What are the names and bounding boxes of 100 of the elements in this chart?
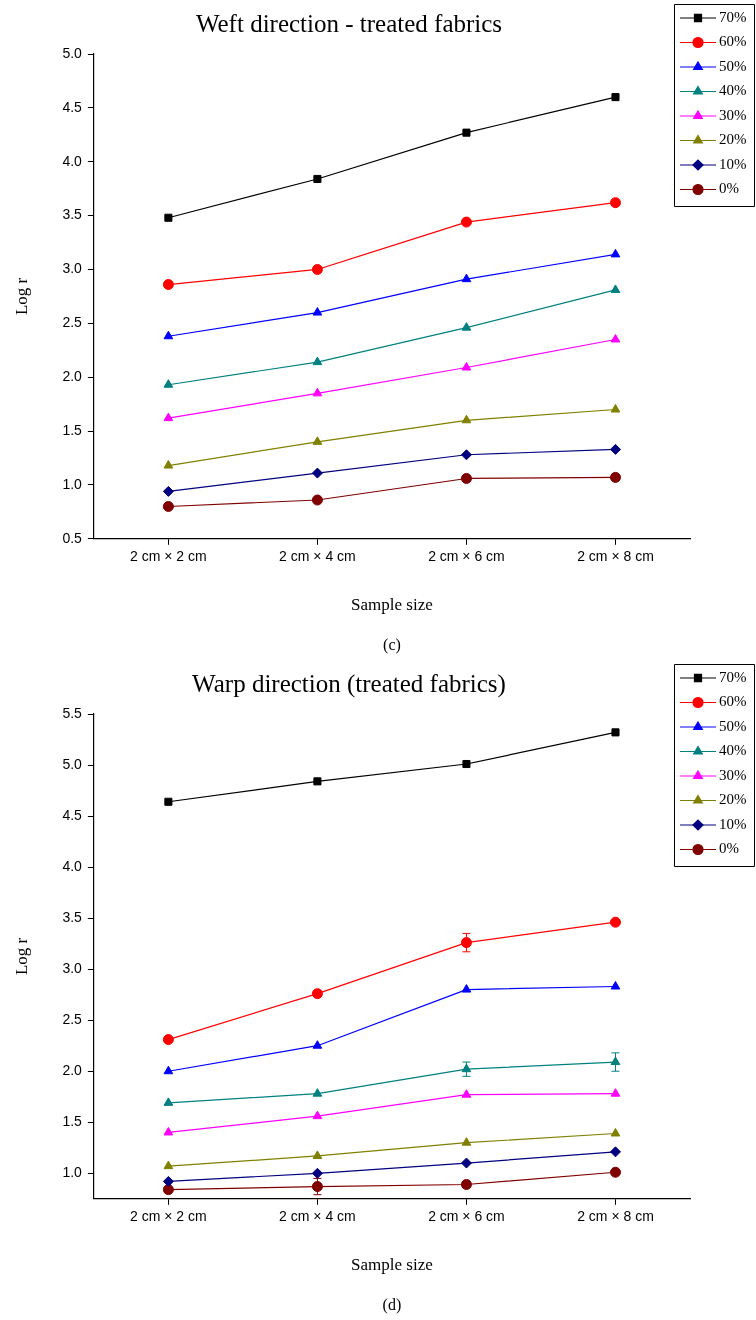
point [162,1175,174,1187]
point [610,1127,621,1137]
point [164,797,173,806]
x-tick-label: 2 cm × 6 cm [428,1208,505,1225]
point [610,1056,621,1066]
y-tick-label: 5.0 [62,755,83,772]
legend-label: 50% [719,717,747,734]
x-tick-label: 2 cm × 8 cm [577,1208,654,1225]
point [461,1089,472,1098]
legend-label: 60% [719,33,747,50]
point [611,728,620,737]
y-axis-title: Log r [11,937,31,976]
point [312,1110,323,1120]
point [610,333,621,343]
point [461,1137,472,1146]
text: (d) [382,1296,402,1315]
x-tick-label: 2 cm × 4 cm [279,1208,356,1225]
legend-label: 70% [719,668,747,685]
point [313,777,322,786]
point [312,356,323,366]
point [460,1179,472,1191]
point [311,1181,323,1193]
point [162,1184,174,1196]
point [460,937,472,949]
point [162,500,174,512]
point [312,1088,323,1097]
x-tick-label: 2 cm × 8 cm [577,548,654,565]
point [461,362,472,371]
y-tick-label: 5.5 [62,704,83,721]
legend-label: 70% [719,8,747,25]
x-tick-label: 2 cm × 4 cm [279,548,356,565]
point [311,263,323,275]
y-tick-label: 2.0 [62,1062,83,1079]
x-tick-label: 2 cm × 2 cm [130,1208,207,1225]
point [461,984,472,993]
point [462,128,471,137]
legend-label: 40% [719,82,747,99]
point [162,1034,174,1046]
point [312,307,323,316]
y-tick-label: 4.5 [62,806,83,823]
point [609,197,621,209]
point [163,1126,174,1136]
y-tick-label: 1.0 [62,1164,83,1181]
point [163,1065,174,1075]
y-tick-label: 1.5 [62,421,83,438]
y-tick-label: 3.5 [62,908,83,925]
y-tick-label: 1.0 [62,475,83,492]
point [312,436,323,445]
y-tick-label: 2.5 [62,314,83,331]
point [610,404,621,413]
y-tick-label: 4.0 [62,857,83,874]
point [313,174,322,184]
point [609,1146,621,1158]
legend-label: 20% [719,131,747,148]
point [311,1167,323,1179]
point [163,460,174,469]
x-tick-label: 2 cm × 2 cm [130,548,207,565]
x-axis-title: Sample size [351,595,433,615]
legend-label: 0% [719,840,739,857]
legend-label: 30% [719,766,747,783]
point [609,1166,621,1178]
y-tick-label: 4.0 [62,152,83,169]
legend-label: 20% [719,791,747,808]
point [461,414,472,424]
point [461,273,472,283]
y-tick-label: 3.5 [62,206,83,223]
legend-label: 10% [719,815,747,832]
legend-label: 10% [719,155,747,172]
y-axis-title: Log r [11,277,31,316]
point [311,467,323,479]
legend-label: 30% [719,106,747,123]
y-tick-label: 1.5 [62,1113,83,1130]
point [311,494,323,506]
point [163,1097,174,1106]
text: (c) [383,636,401,655]
point [163,412,174,422]
point [609,916,621,928]
legend-label: 60% [719,693,747,710]
point [460,449,472,461]
x-axis-title: Sample size [351,1255,433,1275]
point [609,471,621,483]
point [610,284,621,293]
point [460,1157,472,1169]
chart-title: Warp direction (treated fabrics) [192,669,506,698]
point [312,1040,323,1049]
point [163,379,174,388]
point [162,485,174,497]
point [461,1063,472,1073]
point [610,1088,621,1097]
point [611,93,620,102]
point [312,1150,323,1159]
legend-label: 0% [719,180,739,197]
point [311,988,323,1000]
y-tick-label: 5.0 [62,44,83,61]
y-tick-label: 2.0 [62,368,83,385]
point [163,1160,174,1170]
point [461,322,472,331]
point [163,330,174,340]
point [162,279,174,291]
point [164,213,173,222]
